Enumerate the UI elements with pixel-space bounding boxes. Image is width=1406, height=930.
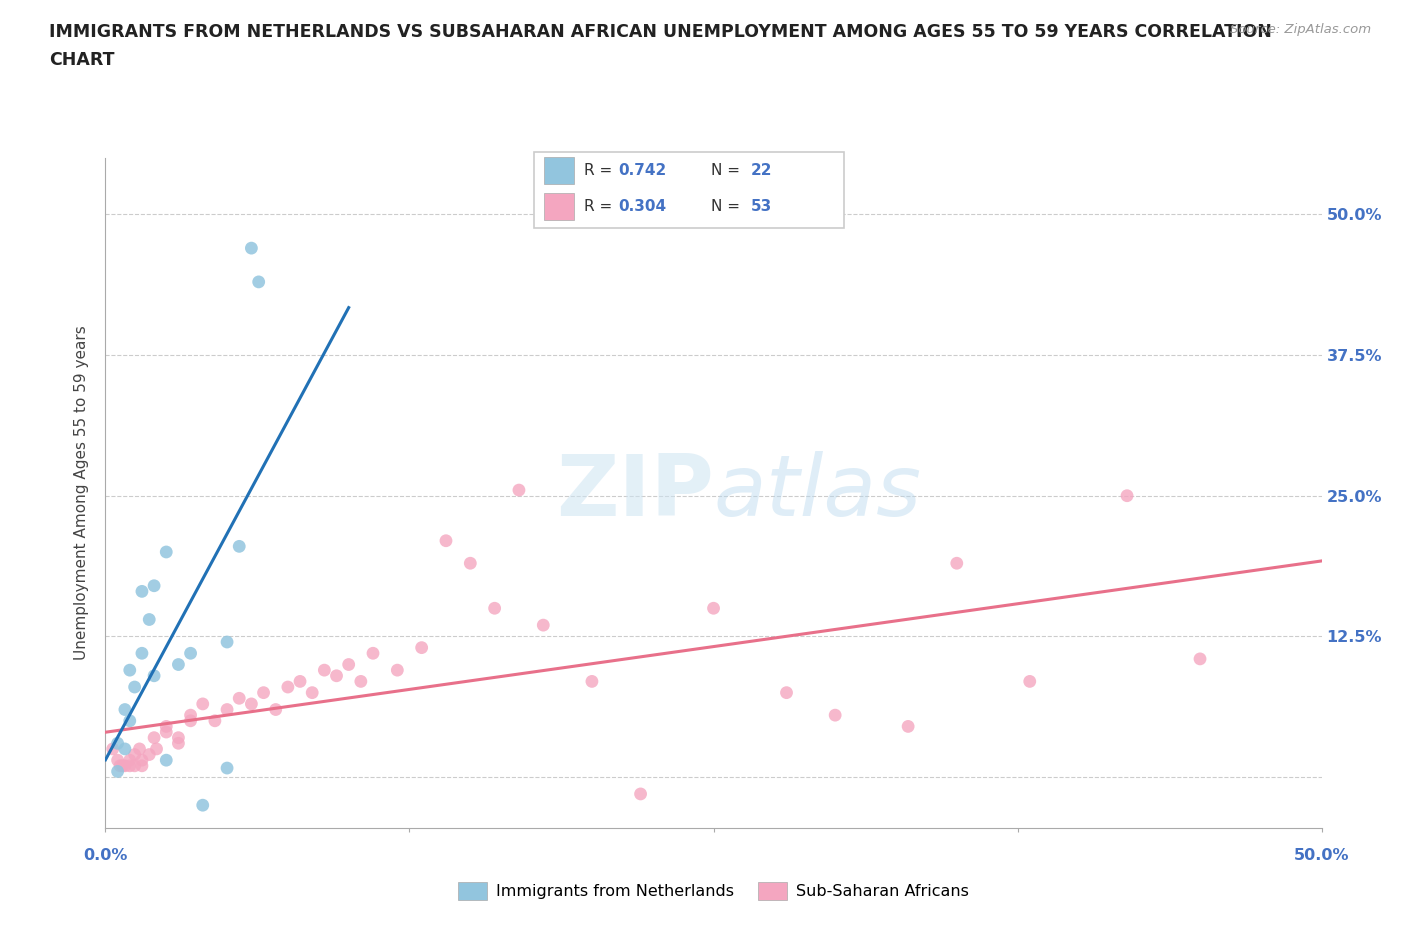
Point xyxy=(484,601,506,616)
Point xyxy=(155,752,177,767)
Point xyxy=(702,601,725,616)
Text: 22: 22 xyxy=(751,163,772,179)
Point xyxy=(204,713,226,728)
Point xyxy=(350,674,373,689)
Point xyxy=(581,674,603,689)
Point xyxy=(191,798,214,813)
Point xyxy=(325,669,347,684)
Point xyxy=(531,618,554,632)
Point xyxy=(228,691,250,706)
Point xyxy=(128,741,150,756)
Point xyxy=(155,545,177,560)
Text: ZIP: ZIP xyxy=(555,451,713,535)
Point xyxy=(277,680,299,695)
Point xyxy=(108,758,131,773)
Point xyxy=(217,761,239,776)
Point xyxy=(247,274,270,289)
Text: R =: R = xyxy=(583,199,617,214)
Point xyxy=(155,724,177,739)
Y-axis label: Unemployment Among Ages 55 to 59 years: Unemployment Among Ages 55 to 59 years xyxy=(75,326,90,660)
Point xyxy=(107,736,129,751)
Point xyxy=(228,538,250,553)
Point xyxy=(775,685,797,700)
Point xyxy=(138,747,160,762)
Point xyxy=(180,645,202,660)
Point xyxy=(114,758,136,773)
Point xyxy=(118,713,141,728)
Point xyxy=(118,663,141,678)
Point xyxy=(252,685,274,700)
Point xyxy=(138,612,160,627)
Point xyxy=(107,752,129,767)
Text: atlas: atlas xyxy=(713,451,921,535)
Point xyxy=(114,741,136,756)
Point xyxy=(124,747,146,762)
Point xyxy=(945,556,967,571)
Bar xyxy=(544,157,575,184)
Text: CHART: CHART xyxy=(49,51,115,69)
Bar xyxy=(544,193,575,220)
Point xyxy=(114,702,136,717)
Point xyxy=(630,787,652,802)
Text: 0.0%: 0.0% xyxy=(83,848,128,863)
Point xyxy=(508,483,530,498)
Text: 50.0%: 50.0% xyxy=(1294,848,1350,863)
Point xyxy=(143,669,166,684)
Point xyxy=(180,713,202,728)
Point xyxy=(111,758,134,773)
Point xyxy=(145,741,167,756)
Point xyxy=(240,697,263,711)
Point xyxy=(167,730,190,745)
Point xyxy=(118,752,141,767)
Text: 0.742: 0.742 xyxy=(617,163,666,179)
Point xyxy=(824,708,846,723)
Legend: Immigrants from Netherlands, Sub-Saharan Africans: Immigrants from Netherlands, Sub-Saharan… xyxy=(451,875,976,907)
Text: N =: N = xyxy=(710,199,744,214)
Point xyxy=(124,680,146,695)
Point xyxy=(314,663,336,678)
Point xyxy=(155,719,177,734)
Point xyxy=(264,702,287,717)
Point xyxy=(897,719,920,734)
Text: R =: R = xyxy=(583,163,617,179)
Point xyxy=(131,752,153,767)
Point xyxy=(411,640,433,655)
Point xyxy=(434,533,457,548)
Point xyxy=(143,730,166,745)
Point xyxy=(301,685,323,700)
Point xyxy=(458,556,481,571)
Point xyxy=(167,658,190,672)
Text: Source: ZipAtlas.com: Source: ZipAtlas.com xyxy=(1230,23,1371,36)
Point xyxy=(1018,674,1040,689)
Point xyxy=(1116,488,1139,503)
Text: N =: N = xyxy=(710,163,744,179)
Point xyxy=(1189,651,1212,666)
Point xyxy=(167,736,190,751)
Point xyxy=(361,645,384,660)
Point xyxy=(217,702,239,717)
Point xyxy=(240,241,263,256)
FancyBboxPatch shape xyxy=(534,152,844,228)
Point xyxy=(288,674,311,689)
Point xyxy=(101,741,124,756)
Text: 0.304: 0.304 xyxy=(617,199,666,214)
Point xyxy=(131,645,153,660)
Point xyxy=(217,634,239,649)
Point xyxy=(118,758,141,773)
Point xyxy=(191,697,214,711)
Point xyxy=(107,764,129,778)
Text: IMMIGRANTS FROM NETHERLANDS VS SUBSAHARAN AFRICAN UNEMPLOYMENT AMONG AGES 55 TO : IMMIGRANTS FROM NETHERLANDS VS SUBSAHARA… xyxy=(49,23,1272,41)
Point xyxy=(131,758,153,773)
Point xyxy=(143,578,166,593)
Point xyxy=(131,584,153,599)
Point xyxy=(337,658,360,672)
Point xyxy=(124,758,146,773)
Point xyxy=(387,663,409,678)
Text: 53: 53 xyxy=(751,199,772,214)
Point xyxy=(180,708,202,723)
